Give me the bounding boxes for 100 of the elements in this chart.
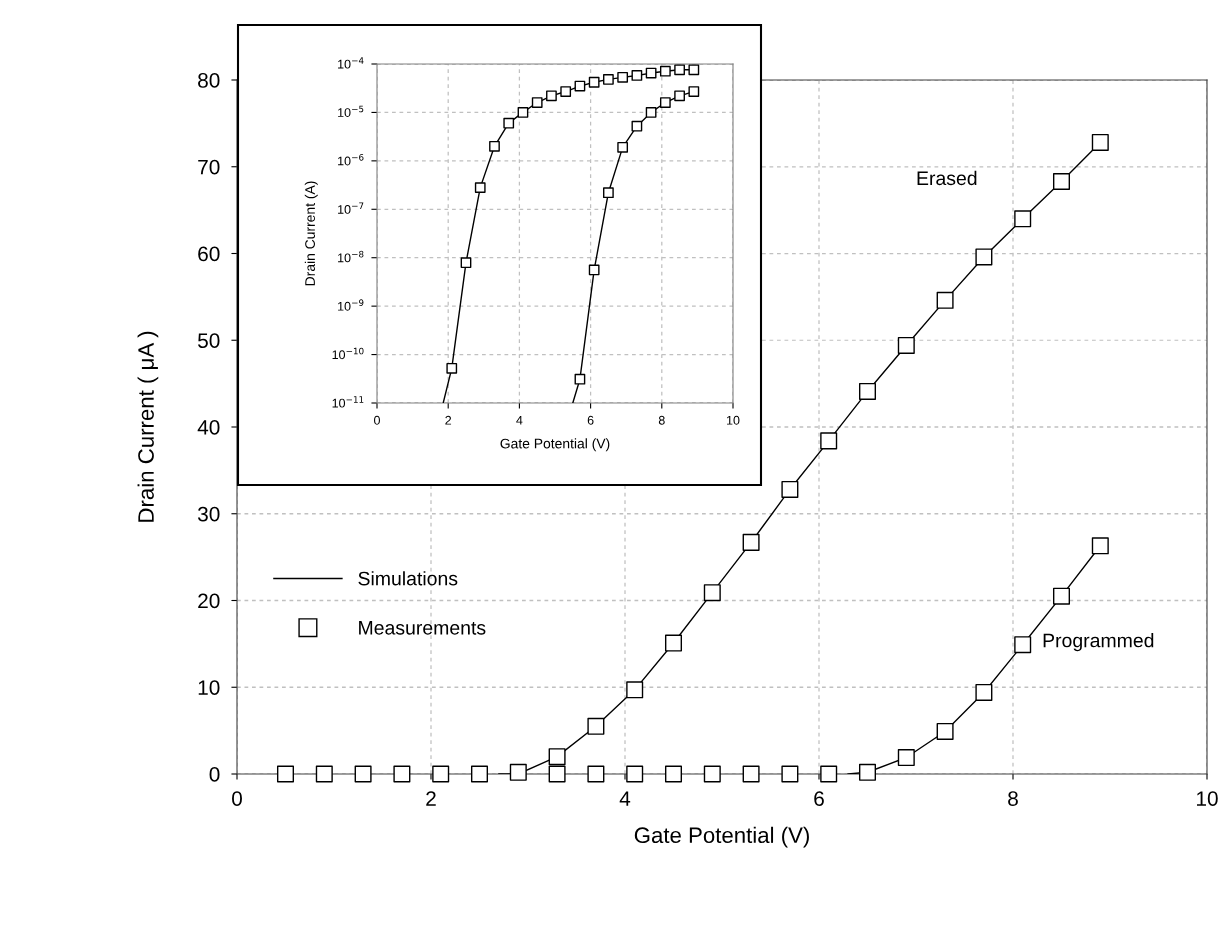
- x-tick-label: 10: [1197, 791, 1218, 806]
- y-tick-label: 10$^{−8}$: [338, 250, 364, 263]
- y-tick-label: 10$^{−7}$: [338, 202, 364, 214]
- y-tick-label: 10$^{−9}$: [338, 299, 364, 311]
- y-axis-title: Drain Current ( μA ): [137, 331, 159, 522]
- y-tick-label: 10$^{−11}$: [332, 396, 364, 408]
- point: [489, 140, 500, 152]
- annotation: Programmed: [1043, 633, 1154, 652]
- x-tick-label: 4: [516, 415, 523, 425]
- x-tick-label: 0: [232, 791, 242, 806]
- point: [897, 336, 915, 354]
- point: [645, 107, 657, 118]
- point: [626, 765, 644, 783]
- point: [659, 97, 671, 108]
- x-tick-label: 0: [374, 415, 380, 425]
- point: [688, 86, 700, 97]
- point: [631, 70, 643, 81]
- x-tick-label: 6: [814, 791, 824, 806]
- point: [531, 97, 543, 108]
- point: [354, 765, 372, 783]
- point: [603, 187, 614, 199]
- point: [548, 748, 566, 766]
- point: [742, 533, 760, 551]
- point: [1091, 133, 1109, 151]
- point: [659, 65, 671, 77]
- point: [315, 765, 333, 783]
- point: [432, 765, 450, 783]
- point: [858, 763, 877, 781]
- point: [631, 120, 643, 132]
- point: [1091, 537, 1109, 555]
- point: [560, 86, 572, 97]
- y-tick-label: 10$^{−10}$: [332, 347, 364, 360]
- point: [503, 117, 515, 129]
- point: [645, 67, 657, 79]
- x-tick-label: 2: [426, 791, 436, 806]
- y-tick-label: 60: [198, 246, 220, 262]
- legend-label: Measurements: [359, 621, 486, 635]
- point: [517, 107, 529, 118]
- point: [820, 765, 838, 783]
- point: [703, 584, 721, 602]
- point: [603, 74, 614, 85]
- y-axis-title: Drain Current (A): [304, 181, 318, 286]
- point: [742, 765, 760, 783]
- point: [1052, 172, 1071, 191]
- point: [674, 90, 685, 102]
- point: [1014, 210, 1032, 228]
- y-tick-label: 20: [198, 593, 220, 609]
- point: [781, 480, 799, 498]
- point: [617, 141, 629, 153]
- x-tick-label: 4: [619, 791, 631, 806]
- point: [460, 257, 472, 269]
- point: [446, 362, 458, 374]
- x-tick-label: 10: [727, 415, 740, 425]
- x-tick-label: 6: [587, 415, 594, 425]
- point: [617, 71, 629, 83]
- point: [664, 634, 683, 652]
- point: [588, 76, 600, 88]
- x-tick-label: 2: [445, 415, 452, 425]
- point: [393, 765, 411, 783]
- y-tick-label: 10$^{−4}$: [338, 57, 364, 69]
- x-axis-title: Gate Potential (V): [634, 826, 809, 848]
- y-tick-label: 10$^{−5}$: [338, 105, 364, 117]
- point: [674, 64, 685, 76]
- annotation: Erased: [917, 170, 977, 186]
- point: [975, 248, 993, 266]
- point: [820, 432, 838, 450]
- point: [588, 264, 600, 276]
- point: [703, 765, 721, 783]
- y-tick-label: 10$^{−6}$: [338, 154, 364, 166]
- point: [626, 681, 644, 699]
- y-tick-label: 50: [198, 333, 220, 348]
- point: [688, 64, 700, 76]
- x-axis-title: Gate Potential (V): [500, 438, 610, 452]
- y-tick-label: 10: [198, 680, 220, 695]
- point: [664, 765, 683, 783]
- point: [1014, 636, 1032, 654]
- point: [548, 765, 566, 783]
- point: [975, 683, 993, 701]
- legend-label: Simulations: [358, 571, 458, 586]
- point: [897, 749, 915, 767]
- point: [546, 90, 557, 102]
- point: [474, 182, 486, 194]
- point: [509, 763, 527, 781]
- point: [587, 765, 605, 783]
- point: [936, 722, 954, 741]
- point: [858, 382, 877, 400]
- point: [781, 765, 799, 783]
- x-tick-label: 8: [658, 415, 665, 425]
- point: [587, 717, 605, 735]
- y-tick-label: 80: [198, 73, 220, 88]
- point: [276, 765, 295, 783]
- point: [936, 291, 954, 309]
- y-tick-label: 70: [198, 159, 220, 175]
- y-tick-label: 30: [197, 506, 220, 522]
- point: [574, 373, 586, 385]
- point: [470, 765, 489, 783]
- x-tick-label: 8: [1008, 791, 1018, 806]
- y-tick-label: 0: [209, 767, 220, 782]
- point: [1052, 587, 1071, 605]
- y-tick-label: 40: [197, 420, 220, 435]
